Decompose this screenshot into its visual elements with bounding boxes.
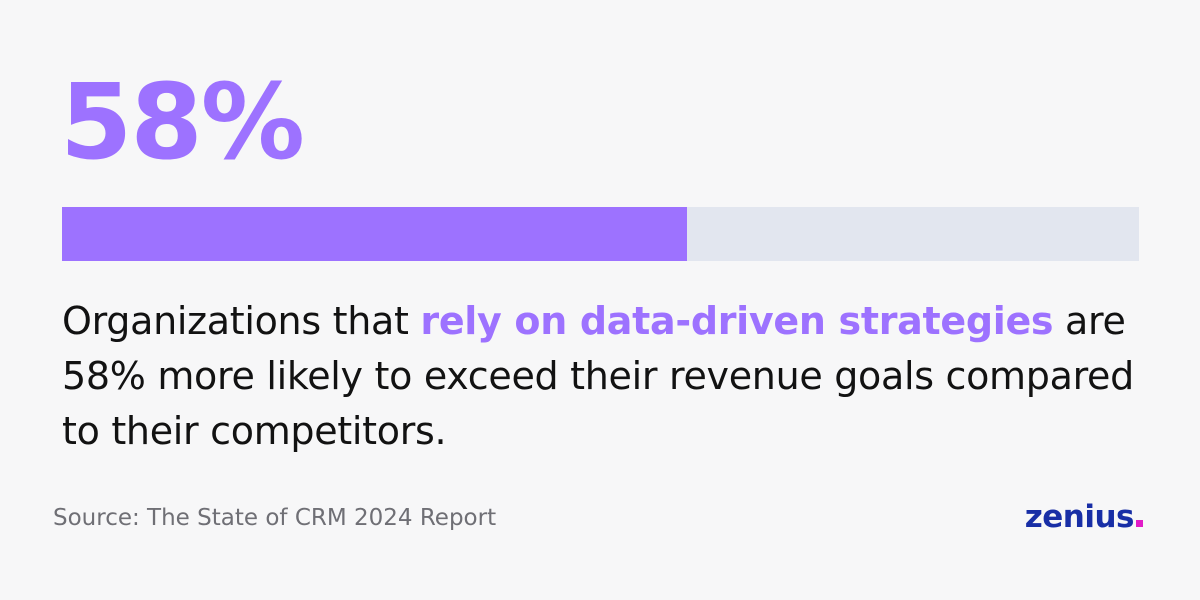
progress-bar-track bbox=[62, 207, 1139, 261]
statement-highlight: rely on data-driven strategies bbox=[420, 299, 1054, 343]
logo-text: zenius bbox=[1024, 499, 1135, 535]
statement-part-2: are 58% more likely to exceed their reve… bbox=[62, 299, 1134, 453]
logo-dot bbox=[1136, 520, 1143, 527]
statement-text: Organizations that rely on data-driven s… bbox=[62, 294, 1162, 459]
source-citation: Source: The State of CRM 2024 Report bbox=[53, 505, 497, 531]
stat-percentage: 58% bbox=[60, 61, 305, 183]
zenius-logo: zenius bbox=[1025, 502, 1143, 533]
statement-part-1: Organizations that bbox=[62, 299, 421, 343]
progress-bar-fill bbox=[62, 207, 687, 261]
